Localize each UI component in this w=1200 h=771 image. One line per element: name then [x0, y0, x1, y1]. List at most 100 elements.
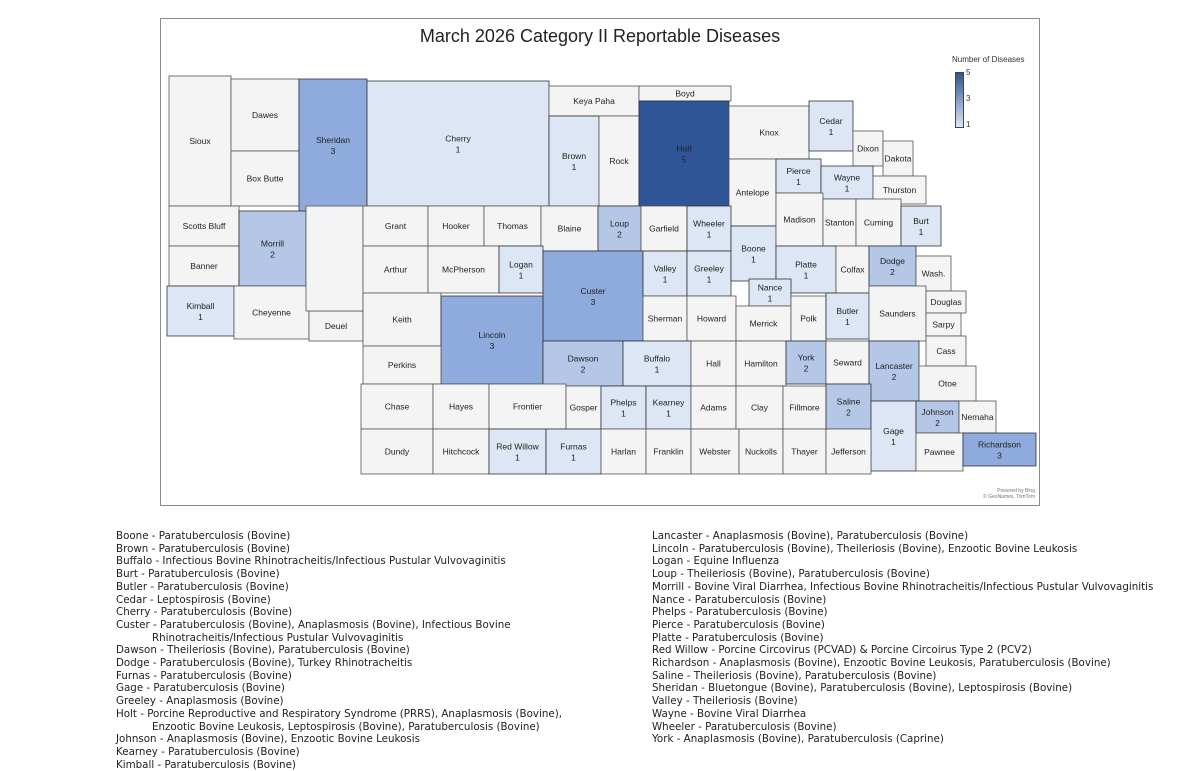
county-fillmore: Fillmore: [782, 385, 827, 430]
county-shape: [735, 385, 784, 430]
county-name-label: Sheridan: [316, 135, 350, 145]
county-shape: [233, 285, 310, 340]
county-shape: [738, 428, 784, 475]
county-jefferson: Jefferson: [825, 428, 872, 475]
county-banner: Banner: [168, 245, 240, 287]
county-name-label: Pawnee: [924, 447, 955, 457]
county-name-label: Dakota: [885, 154, 912, 164]
disease-list-item: Brown - Paratuberculosis (Bovine): [116, 542, 291, 555]
county-count-label: 3: [331, 146, 336, 156]
county-wash-: Wash.: [915, 255, 952, 292]
disease-list-item: Furnas - Paratuberculosis (Bovine): [116, 669, 292, 682]
county-sarpy: Sarpy: [925, 312, 962, 337]
county-shape: [686, 205, 732, 252]
county-count-label: 2: [892, 372, 897, 382]
county-name-label: Merrick: [750, 319, 779, 329]
county-name-label: Jefferson: [831, 447, 866, 457]
county-shape: [362, 245, 429, 294]
disease-list-item: Dodge - Paratuberculosis (Bovine), Turke…: [116, 657, 413, 670]
county-keya-paha: Keya Paha: [548, 85, 640, 117]
county-harlan: Harlan: [600, 428, 647, 475]
county-chase: Chase: [360, 383, 434, 430]
county-shape: [542, 250, 644, 342]
county-nemaha: Nemaha: [958, 400, 997, 434]
county-seward: Seward: [825, 340, 870, 385]
county-count-label: 2: [935, 418, 940, 428]
county-count-label: 5: [682, 155, 687, 165]
county-shape: [870, 400, 917, 472]
county-name-label: Thayer: [791, 447, 818, 457]
county-count-label: 1: [572, 162, 577, 172]
county-shape: [640, 205, 688, 252]
county-shape: [686, 250, 732, 297]
county-name-label: Adams: [700, 403, 726, 413]
county-franklin: Franklin: [645, 428, 692, 475]
county-name-label: Dawson: [568, 354, 599, 364]
county-count-label: 1: [456, 145, 461, 155]
disease-list-item: Cedar - Leptospirosis (Bovine): [116, 593, 271, 606]
disease-list-item: Logan - Equine Influenza: [652, 555, 780, 568]
county-name-label: Hamilton: [744, 359, 778, 369]
county-shape: [748, 278, 792, 307]
county-shape: [690, 428, 740, 475]
county-antelope: Antelope: [728, 158, 777, 227]
county-name-label: Webster: [699, 447, 731, 457]
county-shape: [642, 250, 688, 297]
county-name-label: Blaine: [558, 224, 582, 234]
disease-list-item: Enzootic Bovine Leukosis, Leptospirosis …: [152, 720, 540, 733]
county-name-label: Brown: [562, 151, 586, 161]
disease-list-item: Lincoln - Paratuberculosis (Bovine), The…: [652, 542, 1078, 555]
county-scotts-bluff: Scotts Bluff: [168, 205, 240, 247]
county-shape: [545, 428, 602, 475]
county-shape: [488, 428, 547, 475]
county-name-label: Deuel: [325, 321, 347, 331]
county-name-label: Kearney: [653, 398, 685, 408]
county-count-label: 1: [845, 317, 850, 327]
county-hall: Hall: [690, 340, 737, 387]
county-pawnee: Pawnee: [915, 432, 964, 472]
county-shape: [600, 385, 647, 430]
disease-list-item: Boone - Paratuberculosis (Bovine): [116, 530, 291, 542]
county-name-label: Hooker: [442, 221, 470, 231]
county-name-label: Rock: [609, 156, 629, 166]
county-name-label: Sherman: [648, 314, 683, 324]
county-shape: [825, 292, 870, 340]
legend-tick: 1: [966, 120, 971, 129]
disease-list-item: Burt - Paratuberculosis (Bovine): [116, 568, 280, 581]
county-hayes: Hayes: [432, 383, 490, 430]
county-name-label: Arthur: [384, 265, 407, 275]
county-dakota: Dakota: [882, 140, 914, 177]
county-thayer: Thayer: [782, 428, 827, 475]
county-dawes: Dawes: [230, 78, 300, 152]
county-dundy: Dundy: [360, 428, 434, 475]
county-shape: [305, 205, 364, 312]
county-arthur: Arthur: [362, 245, 429, 294]
county-clay: Clay: [735, 385, 784, 430]
county-shape: [730, 225, 777, 282]
county-name-label: Polk: [800, 314, 817, 324]
county-name-label: Cuming: [864, 218, 894, 228]
disease-list-item: Loup - Theileriosis (Bovine), Paratuberc…: [652, 568, 930, 581]
county-name-label: Stanton: [825, 218, 855, 228]
county-sherman: Sherman: [642, 295, 688, 342]
county-name-label: Keith: [392, 315, 412, 325]
county-count-label: 1: [829, 127, 834, 137]
county-shape: [548, 115, 600, 207]
county-shape: [638, 100, 730, 207]
county-name-label: Dodge: [880, 256, 905, 266]
county-deuel: Deuel: [308, 310, 364, 342]
county-count-label: 1: [768, 294, 773, 304]
legend-tick: 3: [966, 94, 971, 103]
county-name-label: Box Butte: [247, 174, 284, 184]
county-name-label: Custer: [580, 286, 605, 296]
county-shape: [540, 205, 599, 252]
county-perkins: Perkins: [362, 345, 442, 385]
